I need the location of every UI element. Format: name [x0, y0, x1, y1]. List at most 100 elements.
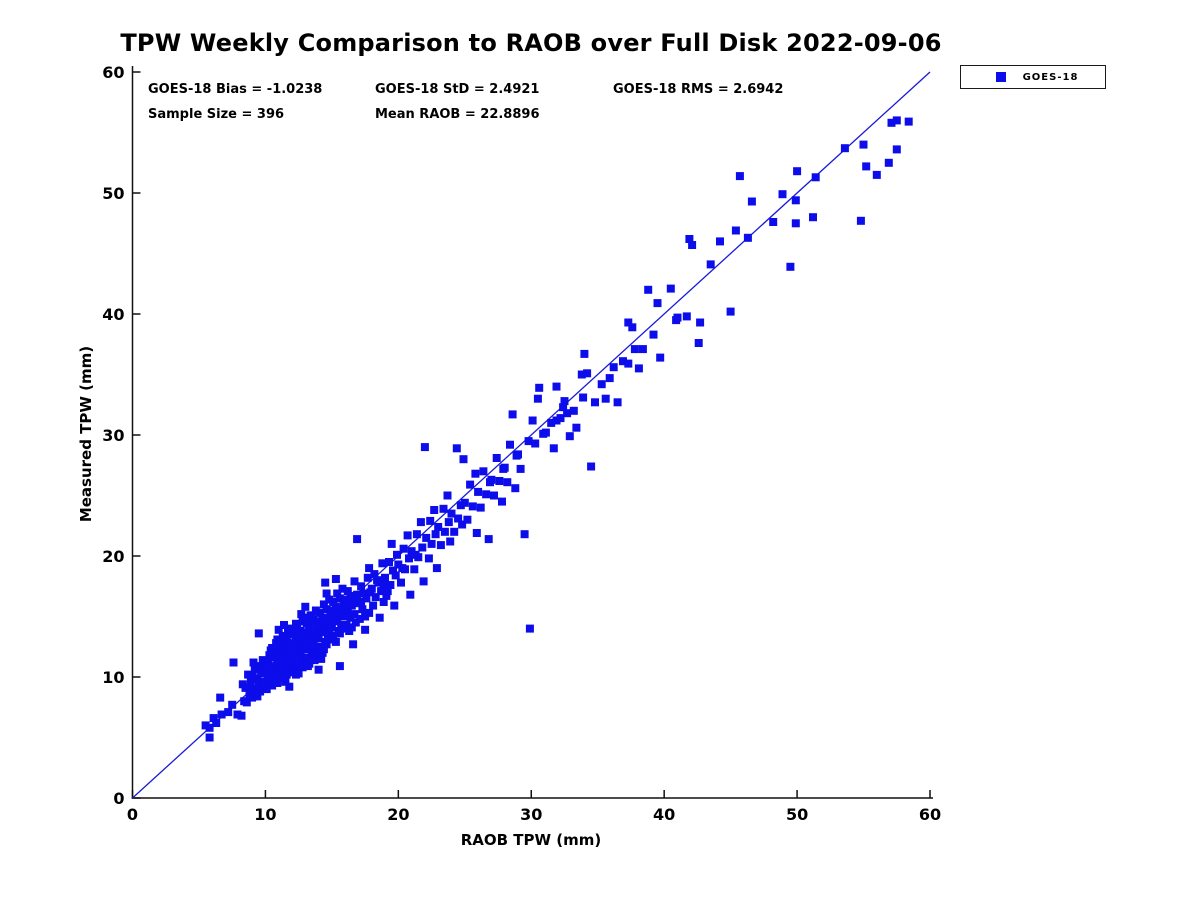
data-point — [302, 653, 311, 662]
data-point — [257, 669, 266, 678]
data-point — [511, 484, 520, 493]
data-point — [342, 621, 351, 629]
data-point — [278, 653, 287, 662]
data-point — [375, 613, 384, 622]
data-point — [296, 647, 304, 656]
data-point — [565, 432, 574, 441]
data-point — [430, 506, 439, 514]
data-point — [412, 530, 421, 539]
data-point — [731, 226, 740, 235]
y-tick-label: 0 — [113, 789, 124, 808]
data-point — [424, 554, 433, 563]
data-point — [289, 630, 298, 639]
data-point — [305, 624, 314, 633]
data-point — [341, 595, 350, 604]
data-point — [786, 262, 795, 271]
data-point — [373, 576, 382, 585]
data-point — [331, 602, 340, 611]
data-point — [289, 646, 298, 655]
data-point — [268, 644, 277, 652]
data-point — [288, 668, 296, 677]
data-point — [382, 591, 391, 600]
scatter-series-goes18 — [201, 116, 913, 742]
data-point — [371, 593, 380, 602]
legend-marker-square-icon — [996, 72, 1006, 82]
data-point — [778, 190, 787, 199]
data-point — [329, 631, 338, 640]
data-point — [249, 658, 258, 667]
data-point — [367, 584, 376, 593]
x-tick-label: 30 — [520, 805, 542, 824]
data-point — [302, 636, 311, 645]
data-point — [339, 600, 348, 609]
data-point — [314, 665, 323, 674]
data-point — [350, 610, 359, 619]
data-point — [319, 600, 328, 609]
data-point — [383, 587, 392, 596]
data-point — [405, 554, 413, 563]
data-point — [343, 587, 352, 596]
data-point — [397, 578, 405, 587]
data-point — [619, 357, 627, 366]
data-point — [378, 559, 387, 568]
data-point — [439, 504, 448, 513]
data-point — [393, 550, 401, 559]
data-point — [201, 721, 210, 730]
data-point — [735, 172, 744, 181]
data-point — [379, 579, 388, 588]
data-point — [630, 345, 639, 354]
data-point — [549, 444, 558, 453]
data-point — [556, 414, 565, 423]
data-point — [726, 307, 735, 316]
y-tick-label: 30 — [102, 426, 124, 445]
data-point — [492, 454, 501, 462]
data-point — [254, 629, 263, 638]
data-point — [293, 652, 302, 661]
data-point — [577, 370, 586, 379]
data-point — [381, 573, 389, 582]
data-point — [644, 285, 653, 294]
data-point — [463, 515, 472, 524]
data-point — [310, 656, 319, 665]
x-tick-label: 50 — [786, 805, 808, 824]
data-point — [268, 681, 277, 690]
data-point — [399, 544, 408, 553]
data-point — [242, 698, 251, 707]
data-point — [359, 589, 368, 598]
data-point — [329, 598, 338, 606]
data-point — [490, 491, 498, 500]
data-point — [533, 394, 542, 403]
data-point — [346, 591, 355, 600]
data-point — [535, 383, 544, 392]
data-point — [482, 490, 491, 499]
x-tick-label: 20 — [387, 805, 409, 824]
data-point — [685, 235, 694, 243]
data-point — [471, 469, 480, 478]
data-point — [365, 564, 374, 573]
data-point — [410, 565, 419, 574]
data-point — [229, 658, 238, 667]
data-point — [250, 665, 259, 674]
data-point — [572, 423, 581, 432]
data-point — [256, 687, 265, 696]
data-point — [322, 640, 331, 649]
data-point — [696, 318, 705, 327]
data-point — [514, 450, 522, 459]
data-point — [420, 443, 429, 452]
data-point — [349, 640, 358, 649]
data-point — [624, 318, 633, 327]
data-point — [508, 410, 517, 419]
data-point — [609, 363, 618, 372]
data-point — [357, 582, 366, 591]
data-point — [321, 578, 330, 587]
data-point — [385, 558, 393, 566]
data-point — [500, 463, 509, 472]
data-point — [580, 349, 589, 358]
data-point — [793, 167, 802, 176]
data-point — [479, 467, 488, 476]
data-point — [559, 403, 568, 412]
data-point — [319, 645, 328, 654]
data-point — [391, 571, 400, 580]
x-tick-label: 10 — [254, 805, 276, 824]
data-point — [311, 648, 320, 657]
